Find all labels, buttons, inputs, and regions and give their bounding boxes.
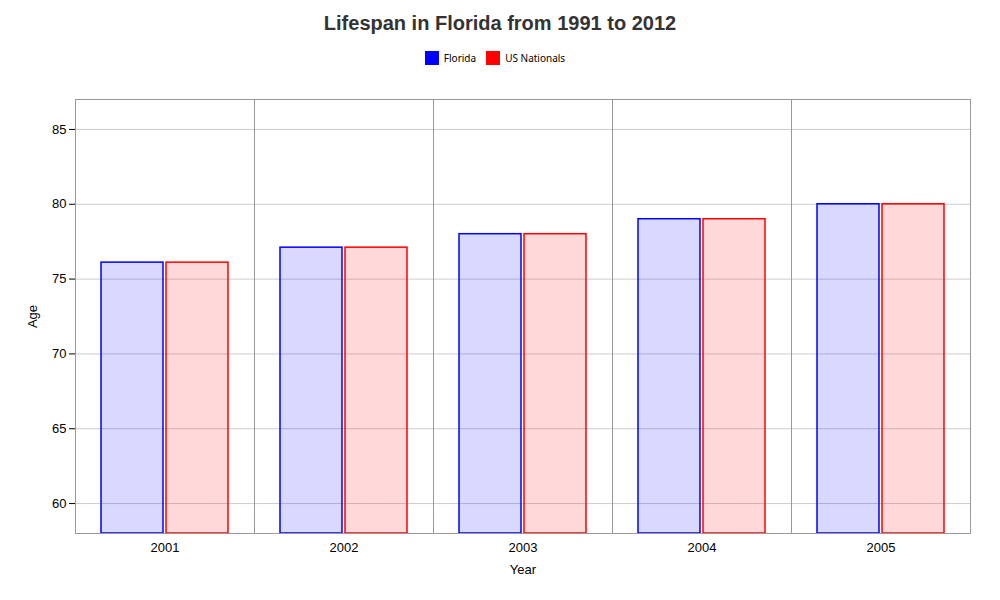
svg-text:Age: Age	[25, 305, 40, 328]
html-text:US Nationals: US Nationals	[505, 50, 566, 65]
svg-text:75: 75	[52, 271, 66, 286]
svg-text:Year: Year	[510, 562, 537, 577]
svg-text:2005: 2005	[867, 540, 896, 555]
svg-text:2002: 2002	[330, 540, 359, 555]
svg-text:70: 70	[52, 346, 66, 361]
svg-text:2003: 2003	[509, 540, 538, 555]
svg-text:80: 80	[52, 196, 66, 211]
svg-text:2001: 2001	[151, 540, 180, 555]
svg-text:2004: 2004	[688, 540, 717, 555]
svg-text:60: 60	[52, 496, 66, 511]
html-text:Florida: Florida	[443, 50, 477, 65]
svg-text:65: 65	[52, 421, 66, 436]
svg-text:85: 85	[52, 122, 66, 137]
html-text:Lifespan in Florida from 1991: Lifespan in Florida from 1991 to 2012	[323, 12, 677, 34]
